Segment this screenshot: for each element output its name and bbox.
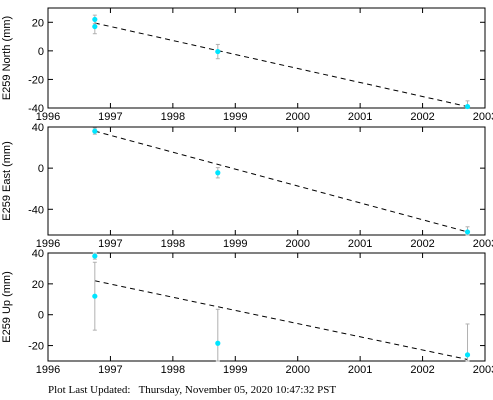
x-tick-label: 2003 [473, 364, 493, 376]
x-tick-label: 1998 [161, 111, 185, 123]
trend-line [94, 22, 468, 108]
chart-panel-north: 1996 1997 1998 1999 2000 2001 2002 2003 -40 -20 0 2… [1, 7, 493, 123]
y-axis-label: E259 North (mm) [1, 16, 13, 100]
x-tick-label: 2000 [285, 111, 309, 123]
y-tick-label: 20 [32, 17, 44, 29]
x-tick-label: 2002 [410, 238, 434, 250]
last-updated-footer: Plot Last Updated: Thursday, November 05… [48, 384, 336, 396]
y-axis-label: E259 Up (mm) [1, 271, 13, 343]
data-point [92, 16, 98, 23]
x-tick-label: 2001 [348, 238, 372, 250]
x-tick-label: 2003 [473, 111, 493, 123]
chart-panel-east: 1996 1997 1998 1999 2000 2001 2002 2003 -40 0 40 E2… [1, 122, 493, 250]
y-tick-label: 0 [38, 163, 44, 175]
data-point [215, 48, 221, 55]
data-point [215, 170, 221, 176]
data-point [464, 229, 471, 235]
x-tick-label: 2002 [410, 364, 434, 376]
data-point [92, 128, 98, 134]
x-tick-label: 1999 [223, 238, 247, 250]
plot-frame [47, 126, 486, 236]
y-tick-label: -20 [28, 341, 44, 353]
data-point [464, 103, 471, 110]
y-tick-label: 40 [32, 122, 44, 134]
x-tick-label: 2000 [285, 238, 309, 250]
x-tick-label: 1997 [98, 238, 122, 250]
x-tick-label: 1998 [161, 238, 185, 250]
data-point [92, 253, 98, 259]
x-tick-label: 2000 [285, 364, 309, 376]
data-point [464, 352, 471, 358]
y-axis-label: E259 East (mm) [1, 141, 13, 220]
y-tick-label: -40 [28, 103, 44, 115]
y-tick-label: -20 [28, 74, 44, 86]
x-tick-label: 2002 [410, 111, 434, 123]
y-tick-label: -40 [28, 204, 44, 216]
y-tick-label: 0 [38, 46, 44, 58]
trend-line [94, 130, 468, 233]
plot-frame [47, 252, 486, 362]
plot-frame [47, 7, 486, 109]
x-tick-label: 1996 [36, 364, 60, 376]
data-point [92, 23, 98, 30]
x-tick-label: 2001 [348, 111, 372, 123]
y-tick-label: 40 [32, 248, 44, 260]
x-tick-label: 1996 [36, 111, 60, 123]
x-tick-label: 1998 [161, 364, 185, 376]
x-tick-label: 1997 [98, 364, 122, 376]
x-tick-label: 1999 [223, 111, 247, 123]
footer-timestamp: Thursday, November 05, 2020 10:47:32 PST [138, 384, 337, 396]
trend-line [94, 280, 468, 360]
data-point [92, 293, 98, 299]
footer-label: Plot Last Updated: [48, 384, 131, 396]
x-tick-label: 1997 [98, 111, 122, 123]
x-tick-label: 2003 [473, 238, 493, 250]
chart-panel-up: 1996 1997 1998 1999 2000 2001 2002 2003 -20 0 20 40… [1, 248, 493, 376]
x-tick-label: 1999 [223, 364, 247, 376]
y-tick-label: 20 [32, 279, 44, 291]
x-tick-label: 2001 [348, 364, 372, 376]
y-tick-label: 0 [38, 310, 44, 322]
x-tick-label: 1996 [36, 238, 60, 250]
data-point [215, 340, 221, 346]
